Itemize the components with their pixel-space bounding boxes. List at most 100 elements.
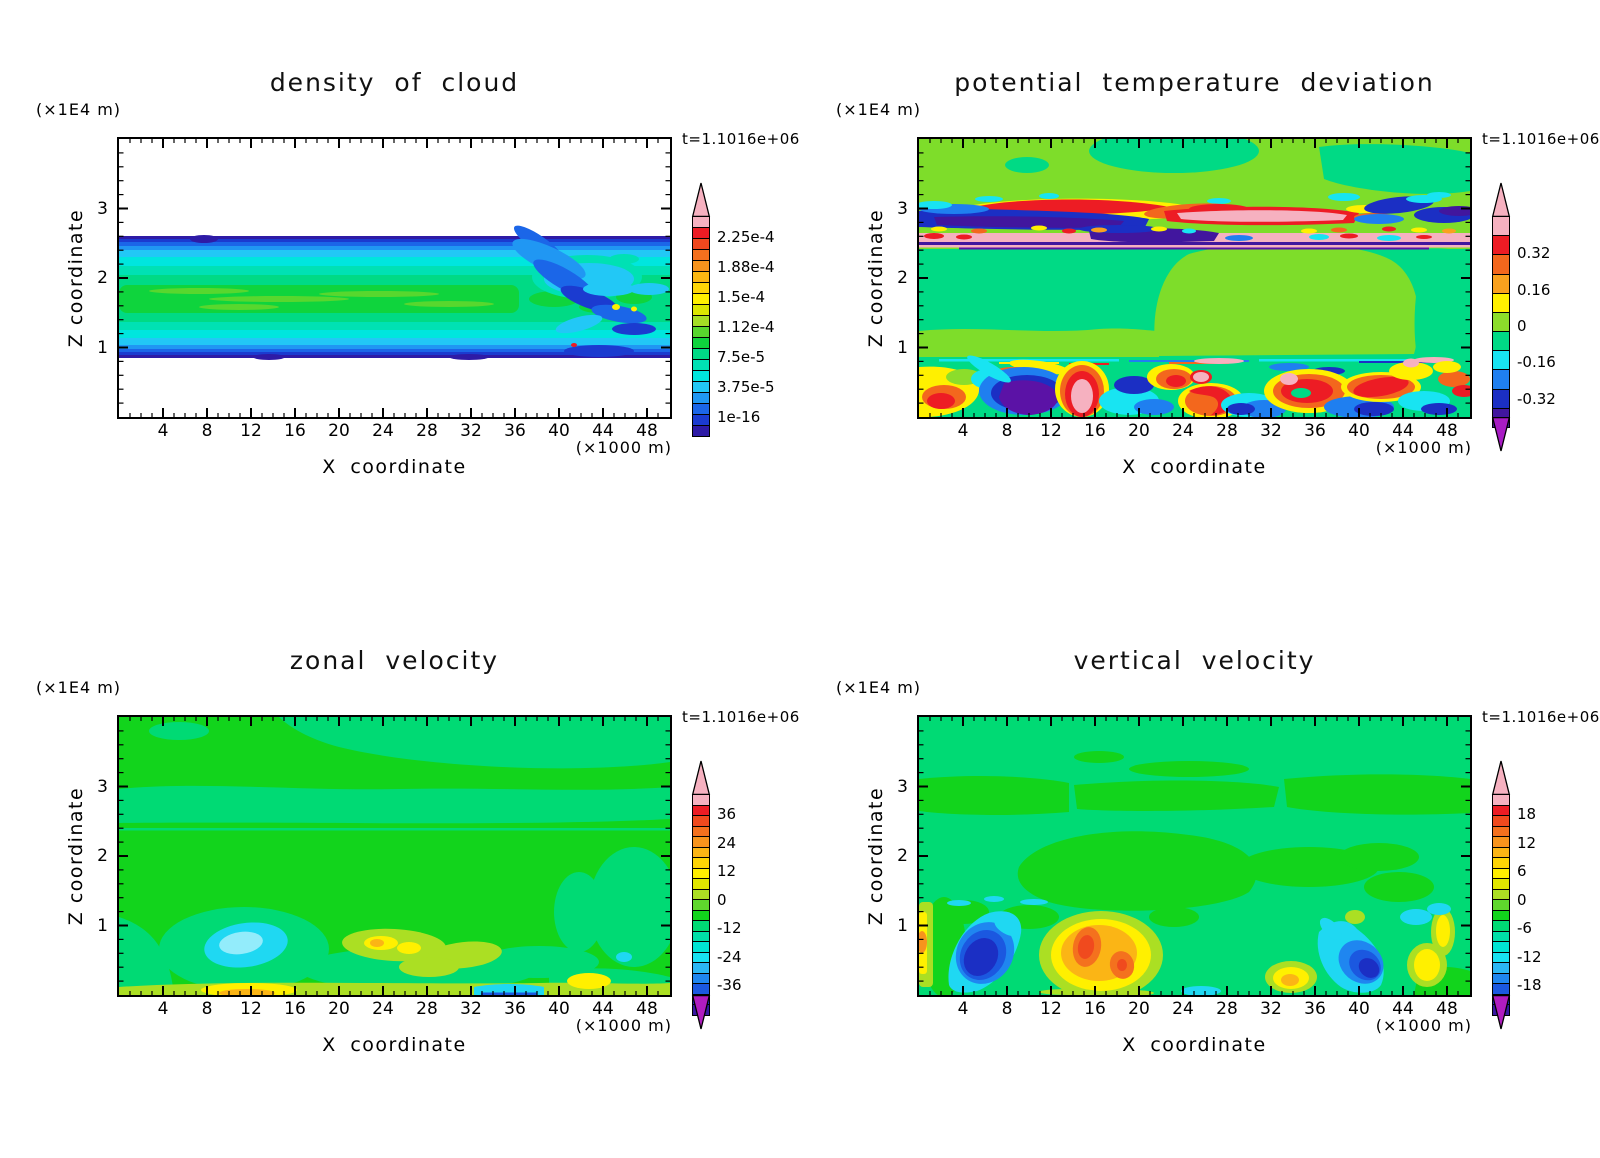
- x-axis-title: X coordinate: [322, 1034, 467, 1056]
- plot-title: density of cloud: [269, 68, 520, 97]
- colorbar-tick-label: 18: [1517, 805, 1537, 824]
- x-tick-label: 32: [460, 999, 482, 1019]
- colorbar-top-arrow: [691, 760, 711, 796]
- y-tick-label: 1: [97, 915, 108, 936]
- plot-frame: [117, 137, 672, 419]
- colorbar-tick-label: -0.32: [1517, 389, 1556, 408]
- left-edge-updraft: [919, 902, 933, 987]
- x-tick-label: 16: [284, 421, 306, 441]
- x-tick-label: 24: [1172, 999, 1194, 1019]
- upper-region: [975, 139, 1470, 204]
- time-label: t=1.1016e+06: [682, 708, 800, 726]
- plot-frame: [117, 715, 672, 997]
- x-tick-label: 8: [201, 999, 213, 1019]
- colorbar-segment: [1492, 254, 1510, 275]
- colorbar-top-arrow: [1491, 760, 1511, 796]
- colorbar-tick-label: -18: [1517, 976, 1542, 995]
- weak-positive-regions: [919, 751, 1470, 995]
- y-tick-label: 2: [897, 846, 908, 866]
- temperature-field-svg: [919, 139, 1470, 417]
- time-label: t=1.1016e+06: [1482, 708, 1600, 726]
- colorbar-tick-label: 1.88e-4: [717, 258, 775, 276]
- panel-vertical-velocity: vertical velocity (×1E4 m) t=1.1016e+06 …: [800, 578, 1600, 1156]
- y-tick-label: 2: [897, 268, 908, 288]
- x-tick-label: 44: [592, 999, 614, 1019]
- colorbar-segments: [692, 794, 710, 1016]
- x-tick-label: 32: [460, 421, 482, 441]
- colorbar-top-arrow: [1491, 182, 1511, 218]
- z-axis-unit-label: (×1E4 m): [36, 678, 122, 697]
- colorbar-tick-label: 0: [1517, 890, 1527, 909]
- colorbar-tick-label: -36: [717, 976, 742, 995]
- panel-density-of-cloud: density of cloud (×1E4 m) t=1.1016e+06 Z…: [0, 0, 800, 578]
- colorbar-segment: [1492, 216, 1510, 237]
- colorbar-tick-label: 0: [717, 890, 727, 909]
- x-tick-label: 28: [1216, 421, 1238, 441]
- x-tick-label: 4: [957, 999, 969, 1019]
- colorbar-segment: [1492, 273, 1510, 294]
- colorbar-segment: [692, 425, 710, 437]
- left-downdraft: [947, 896, 1048, 993]
- x-tick-label: 44: [1392, 999, 1414, 1019]
- y-tick-label: 1: [97, 337, 108, 358]
- x-tick-label: 20: [328, 421, 350, 441]
- x-tick-label: 24: [372, 421, 394, 441]
- time-label: t=1.1016e+06: [1482, 130, 1600, 148]
- colorbar-segment: [1492, 369, 1510, 390]
- colorbar-tick-label: 1e-16: [717, 408, 761, 426]
- x-axis-title: X coordinate: [1122, 1034, 1267, 1056]
- colorbar-segments: [692, 216, 710, 437]
- colorbar-segments: [1492, 794, 1510, 1016]
- y-tick-label: 3: [897, 198, 908, 219]
- colorbar-tick-label: 2.25e-4: [717, 228, 775, 246]
- x-axis-unit-label: (×1000 m): [575, 1016, 672, 1035]
- colorbar-bottom-arrow: [1491, 994, 1511, 1030]
- negative-cyan-pocket: [204, 922, 632, 968]
- x-tick-label: 44: [1392, 421, 1414, 441]
- colorbar-tick-label: 0.16: [1517, 280, 1551, 299]
- x-axis-title: X coordinate: [1122, 456, 1267, 478]
- x-tick-label: 12: [240, 421, 262, 441]
- central-updraft: [1039, 911, 1163, 995]
- x-tick-label: 12: [1040, 999, 1062, 1019]
- y-tick-label: 3: [897, 776, 908, 797]
- colorbar-segment: [1492, 331, 1510, 352]
- y-tick-label: 3: [97, 776, 108, 797]
- colorbar-tick-label: 12: [1517, 833, 1537, 852]
- y-tick-label: 1: [897, 337, 908, 358]
- x-tick-label: 36: [1304, 999, 1326, 1019]
- x-tick-label: 40: [548, 999, 570, 1019]
- colorbar-segment: [1492, 350, 1510, 371]
- x-axis-title: X coordinate: [322, 456, 467, 478]
- x-tick-label: 24: [1172, 421, 1194, 441]
- right-downdraft: [1317, 903, 1451, 993]
- colorbar-segments: [1492, 216, 1510, 428]
- x-tick-label: 32: [1260, 421, 1282, 441]
- x-tick-label: 16: [1084, 421, 1106, 441]
- z-axis-unit-label: (×1E4 m): [836, 678, 922, 697]
- colorbar-tick-label: -0.16: [1517, 353, 1556, 372]
- y-tick-label: 1: [897, 915, 908, 936]
- x-tick-label: 40: [1348, 421, 1370, 441]
- x-axis-unit-label: (×1000 m): [575, 438, 672, 457]
- small-updrafts: [1265, 908, 1455, 993]
- plot-frame: [917, 715, 1472, 997]
- x-tick-label: 24: [372, 999, 394, 1019]
- y-tick-label: 2: [97, 846, 108, 866]
- x-axis-unit-label: (×1000 m): [1375, 1016, 1472, 1035]
- boundary-layer-turbulence: [919, 355, 1470, 417]
- colorbar-tick-label: -12: [717, 919, 742, 938]
- x-tick-label: 28: [416, 421, 438, 441]
- x-tick-label: 12: [240, 999, 262, 1019]
- plot-title: zonal velocity: [289, 646, 500, 675]
- density-field-svg: [119, 139, 670, 417]
- x-tick-label: 36: [504, 421, 526, 441]
- x-tick-label: 48: [1436, 999, 1458, 1019]
- colorbar-tick-label: 12: [717, 862, 737, 881]
- colorbar-top-arrow: [691, 182, 711, 218]
- middle-region: [919, 243, 1470, 358]
- positive-yellow-streaks: [342, 928, 502, 977]
- x-tick-label: 12: [1040, 421, 1062, 441]
- surface-layer: [119, 973, 670, 995]
